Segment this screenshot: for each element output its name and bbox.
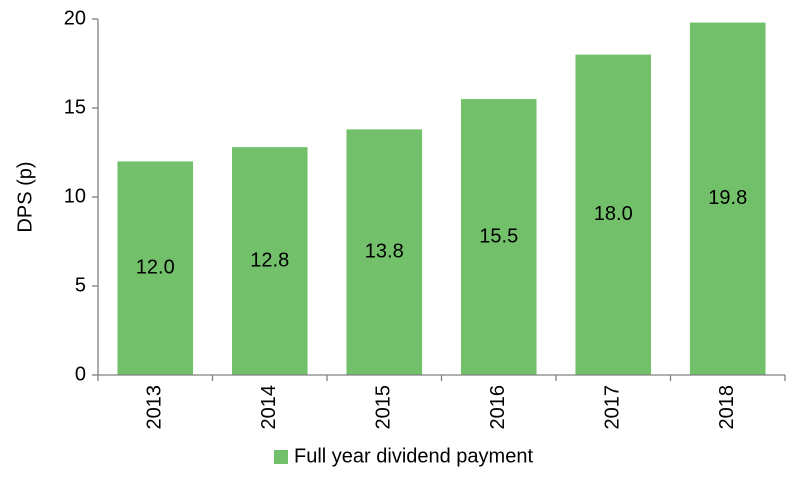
y-tick-label: 5 (75, 274, 86, 296)
y-tick-label: 20 (64, 7, 86, 29)
value-label: 12.8 (250, 249, 289, 271)
bar (460, 99, 537, 375)
legend-swatch (274, 450, 288, 464)
value-label: 13.8 (365, 240, 404, 262)
y-tick-label: 10 (64, 185, 86, 207)
bar (117, 161, 194, 375)
value-label: 15.5 (479, 225, 518, 247)
x-tick-label: 2015 (373, 385, 395, 430)
x-tick-label: 2016 (487, 385, 509, 430)
x-tick-label: 2014 (258, 385, 280, 430)
bar (231, 147, 308, 375)
y-axis-title: DPS (p) (14, 161, 36, 232)
x-tick-label: 2018 (716, 385, 738, 430)
y-tick-label: 15 (64, 96, 86, 118)
bar (575, 54, 652, 375)
value-label: 18.0 (594, 203, 633, 225)
value-label: 12.0 (136, 256, 175, 278)
bar (346, 129, 423, 375)
bar (689, 22, 766, 376)
x-tick-label: 2013 (144, 385, 166, 430)
value-label: 19.8 (708, 187, 747, 209)
x-tick-label: 2017 (602, 385, 624, 430)
legend-label: Full year dividend payment (294, 445, 533, 467)
y-tick-label: 0 (75, 363, 86, 385)
